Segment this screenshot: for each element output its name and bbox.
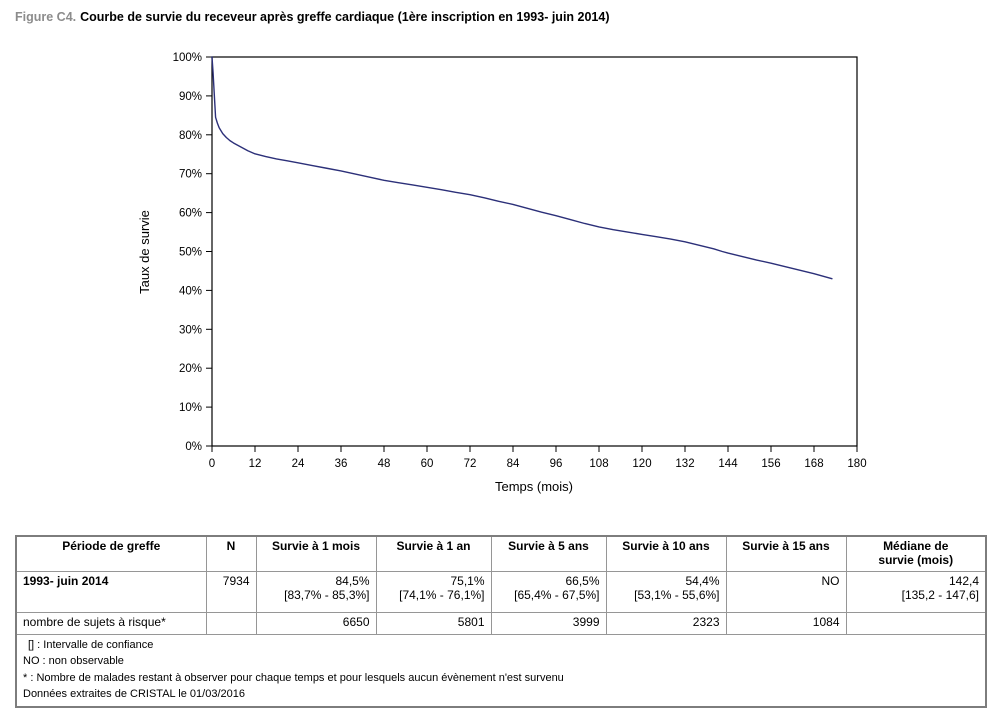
ci-line: [135,2 - 147,6] <box>901 588 979 602</box>
figure-label: Figure C4. <box>15 10 77 24</box>
x-tick-label: 180 <box>847 458 866 470</box>
cell-risk-1-an: 5801 <box>375 612 492 635</box>
y-tick-label: 100% <box>173 52 202 64</box>
col-header-n: N <box>205 535 257 572</box>
cell-survie-10-ans: 54,4% [53,1% - 55,6%] <box>605 571 727 613</box>
col-header-periode: Période de greffe <box>15 535 207 572</box>
survival-chart: 0% 10% 20% 30% 40% 50% 60% 70% 80% 90% 100% 0 12 24 36… <box>137 52 867 494</box>
x-tick-label: 60 <box>421 458 434 470</box>
cell-survie-15-ans: NO <box>725 571 847 613</box>
cell-risk-label: nombre de sujets à risque* <box>15 612 207 635</box>
x-axis-title: Temps (mois) <box>495 479 573 494</box>
cell-mediane: 142,4 [135,2 - 147,6] <box>845 571 987 613</box>
cell-risk-15-ans: 1084 <box>725 612 847 635</box>
cell-risk-10-ans: 2323 <box>605 612 727 635</box>
table-header-row: Période de greffe N Survie à 1 mois Surv… <box>15 535 987 572</box>
survival-curve <box>211 56 833 280</box>
x-tick-label: 72 <box>464 458 477 470</box>
col-header-survie-15-ans: Survie à 15 ans <box>725 535 847 572</box>
cell-survie-1-mois: 84,5% [83,7% - 85,3%] <box>255 571 377 613</box>
col-header-survie-10-ans: Survie à 10 ans <box>605 535 727 572</box>
cell-risk-5-ans: 3999 <box>490 612 607 635</box>
col-header-mediane: Médiane de survie (mois) <box>845 535 987 572</box>
value-line: 142,4 <box>948 574 979 588</box>
x-tick-label: 168 <box>804 458 823 470</box>
ci-line: [53,1% - 55,6%] <box>634 588 720 602</box>
x-tick-label: 84 <box>507 458 520 470</box>
figure-title: Figure C4. Courbe de survie du receveur a… <box>15 10 610 24</box>
ci-line: [74,1% - 76,1%] <box>399 588 485 602</box>
cell-survie-1-an: 75,1% [74,1% - 76,1%] <box>375 571 492 613</box>
y-tick-label: 60% <box>179 208 202 220</box>
footnote-no: NO : non observable <box>23 655 124 668</box>
cell-risk-n <box>205 612 257 635</box>
value-line: NO <box>821 574 840 588</box>
y-tick-label: 40% <box>179 285 202 297</box>
value-line: 75,1% <box>450 574 485 588</box>
y-axis-title: Taux de survie <box>137 210 152 294</box>
col-header-survie-1-an: Survie à 1 an <box>375 535 492 572</box>
cell-risk-1-mois: 6650 <box>255 612 377 635</box>
col-header-survie-5-ans: Survie à 5 ans <box>490 535 607 572</box>
x-tick-label: 96 <box>550 458 563 470</box>
table-row-period: 1993- juin 2014 7934 84,5% [83,7% - 85,3… <box>15 571 987 613</box>
y-tick-label: 0% <box>185 441 202 453</box>
y-tick-label: 20% <box>179 363 202 375</box>
x-tick-label: 120 <box>632 458 651 470</box>
table-row-risk: nombre de sujets à risque* 6650 5801 399… <box>15 612 987 635</box>
footnote-ci: [] : Intervalle de confiance <box>28 639 154 651</box>
x-tick-label: 108 <box>589 458 608 470</box>
ci-line: [83,7% - 85,3%] <box>284 588 370 602</box>
value-line: 54,4% <box>685 574 720 588</box>
cell-survie-5-ans: 66,5% [65,4% - 67,5%] <box>490 571 607 613</box>
x-tick-label: 24 <box>292 458 305 470</box>
x-tick-label: 36 <box>335 458 348 470</box>
y-tick-label: 10% <box>179 402 202 414</box>
cell-n: 7934 <box>205 571 257 613</box>
x-tick-label: 156 <box>761 458 780 470</box>
cell-periode: 1993- juin 2014 <box>15 571 207 613</box>
y-tick-label: 80% <box>179 130 202 142</box>
table-footnotes-row: [] : Intervalle de confiance NO : non ob… <box>15 633 987 708</box>
footnotes-cell: [] : Intervalle de confiance NO : non ob… <box>15 633 987 708</box>
x-tick-label: 48 <box>378 458 391 470</box>
y-tick-label: 70% <box>179 169 202 181</box>
plot-frame <box>211 56 858 447</box>
col-header-survie-1-mois: Survie à 1 mois <box>255 535 377 572</box>
value-line: 84,5% <box>335 574 370 588</box>
footnote-source: Données extraites de CRISTAL le 01/03/20… <box>23 688 245 701</box>
figure-caption: Courbe de survie du receveur après greff… <box>80 10 610 24</box>
cell-risk-mediane <box>845 612 987 635</box>
x-tick-label: 12 <box>249 458 262 470</box>
x-tick-label: 132 <box>675 458 694 470</box>
x-tick-label: 144 <box>718 458 738 470</box>
y-tick-label: 90% <box>179 91 202 103</box>
footnote-risk: * : Nombre de malades restant à observer… <box>23 671 564 684</box>
x-tick-label: 0 <box>209 458 215 470</box>
ci-line: [65,4% - 67,5%] <box>514 588 600 602</box>
y-tick-label: 30% <box>179 324 202 336</box>
results-table: Période de greffe N Survie à 1 mois Surv… <box>15 535 987 708</box>
y-tick-label: 50% <box>179 247 202 259</box>
value-line: 66,5% <box>565 574 600 588</box>
